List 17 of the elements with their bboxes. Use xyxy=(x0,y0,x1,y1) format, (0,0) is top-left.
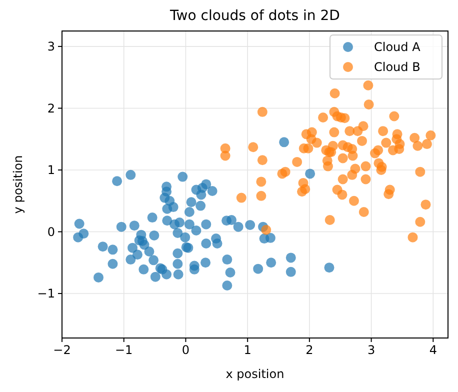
x-tick-label: −2 xyxy=(53,343,71,357)
x-tick-label: 0 xyxy=(182,343,190,357)
y-tick-label: 3 xyxy=(47,40,55,54)
x-axis-title: x position xyxy=(226,367,284,381)
x-tick-label: −1 xyxy=(115,343,133,357)
x-tick-label: 2 xyxy=(306,343,314,357)
legend-label: Cloud A xyxy=(374,40,422,54)
chart-title: Two clouds of dots in 2D xyxy=(169,8,340,24)
y-tick-label: 1 xyxy=(47,163,55,178)
y-tick-label: 2 xyxy=(47,101,55,116)
y-tick-label: 0 xyxy=(47,224,55,239)
y-axis-title: y position xyxy=(11,155,25,214)
y-tick-label: −1 xyxy=(37,286,55,301)
legend-label: Cloud B xyxy=(374,60,420,74)
x-tick-label: 4 xyxy=(429,343,437,357)
x-tick-label: 1 xyxy=(244,343,252,357)
x-tick-label: 3 xyxy=(367,343,376,357)
